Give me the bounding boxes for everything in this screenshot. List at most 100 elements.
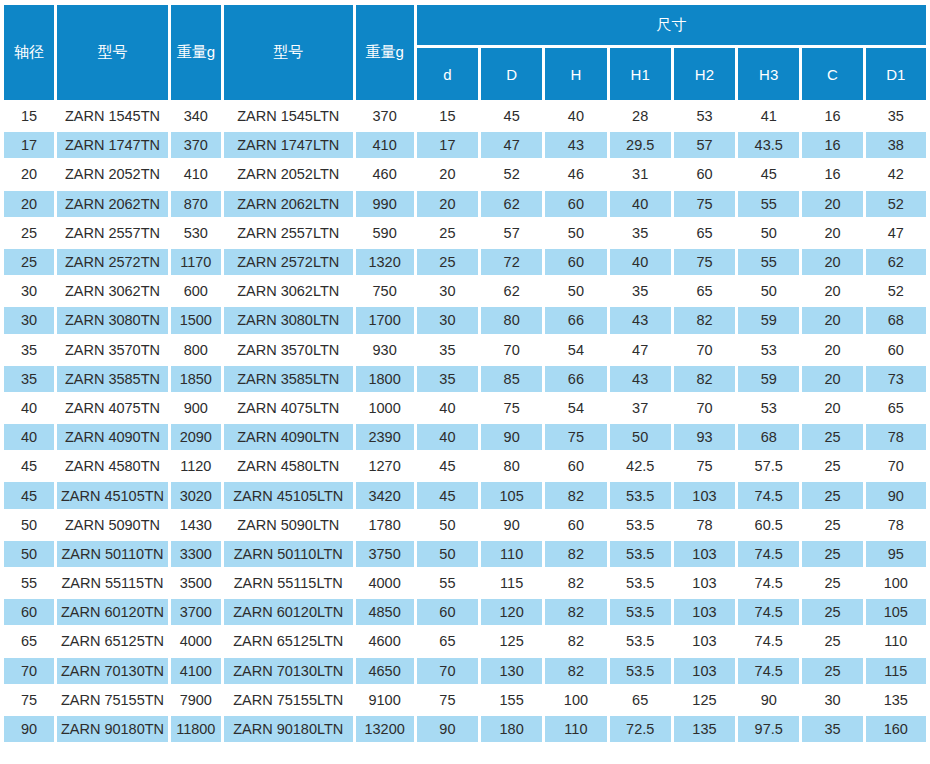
table-cell: 82: [545, 628, 606, 654]
table-cell: 55: [417, 570, 478, 596]
table-cell: 35: [610, 278, 671, 304]
table-body: 15ZARN 1545TN340ZARN 1545LTN370154540285…: [4, 103, 926, 742]
table-cell: 50: [417, 512, 478, 538]
table-cell: 16: [802, 103, 862, 129]
table-cell: ZARN 4580LTN: [224, 453, 353, 479]
table-cell: 1170: [171, 249, 221, 275]
table-cell: 25: [802, 570, 862, 596]
table-cell: 70: [674, 395, 735, 421]
header-model-ltn: 型号: [224, 5, 353, 100]
table-cell: 54: [545, 337, 606, 363]
table-cell: 40: [610, 191, 671, 217]
table-cell: 65: [674, 220, 735, 246]
table-cell: 43: [610, 307, 671, 333]
table-cell: 53: [738, 395, 799, 421]
table-cell: ZARN 2052TN: [57, 161, 167, 187]
table-cell: 11800: [171, 716, 221, 742]
table-cell: 41: [738, 103, 799, 129]
table-cell: 370: [171, 132, 221, 158]
table-cell: 68: [866, 307, 926, 333]
table-cell: 103: [674, 658, 735, 684]
table-cell: 20: [802, 249, 862, 275]
table-cell: 40: [4, 395, 54, 421]
table-cell: 25: [802, 599, 862, 625]
table-cell: 13200: [356, 716, 414, 742]
table-row: 35ZARN 3570TN800ZARN 3570LTN930357054477…: [4, 337, 926, 363]
table-cell: 900: [171, 395, 221, 421]
table-cell: ZARN 90180TN: [57, 716, 167, 742]
table-cell: 74.5: [738, 658, 799, 684]
table-cell: ZARN 60120TN: [57, 599, 167, 625]
table-cell: 74.5: [738, 541, 799, 567]
table-cell: 46: [545, 161, 606, 187]
table-cell: 60: [674, 161, 735, 187]
table-cell: 25: [802, 424, 862, 450]
table-cell: 25: [802, 541, 862, 567]
table-cell: 72.5: [610, 716, 671, 742]
table-cell: 90: [738, 687, 799, 713]
table-cell: 82: [545, 658, 606, 684]
table-cell: 2090: [171, 424, 221, 450]
table-cell: 20: [802, 278, 862, 304]
table-row: 30ZARN 3062TN600ZARN 3062LTN750306250356…: [4, 278, 926, 304]
table-cell: 65: [866, 395, 926, 421]
table-cell: 70: [481, 337, 542, 363]
table-cell: 95: [866, 541, 926, 567]
table-cell: 105: [481, 482, 542, 508]
table-cell: 53.5: [610, 512, 671, 538]
table-cell: 75: [481, 395, 542, 421]
table-cell: 78: [674, 512, 735, 538]
table-cell: 100: [866, 570, 926, 596]
table-cell: 31: [610, 161, 671, 187]
table-cell: 180: [481, 716, 542, 742]
table-cell: 16: [802, 132, 862, 158]
table-cell: 4650: [356, 658, 414, 684]
table-cell: ZARN 1545LTN: [224, 103, 353, 129]
table-cell: 43: [610, 366, 671, 392]
table-cell: ZARN 2062TN: [57, 191, 167, 217]
table-cell: 3500: [171, 570, 221, 596]
table-cell: 53.5: [610, 570, 671, 596]
table-cell: 155: [481, 687, 542, 713]
table-cell: 750: [356, 278, 414, 304]
table-cell: 82: [674, 366, 735, 392]
table-cell: 74.5: [738, 628, 799, 654]
table-cell: 82: [545, 570, 606, 596]
table-cell: ZARN 60120LTN: [224, 599, 353, 625]
table-cell: 53.5: [610, 658, 671, 684]
table-cell: 103: [674, 599, 735, 625]
table-cell: 60: [545, 249, 606, 275]
table-cell: 20: [417, 191, 478, 217]
table-cell: 60: [545, 453, 606, 479]
table-row: 40ZARN 4090TN2090ZARN 4090LTN23904090755…: [4, 424, 926, 450]
table-cell: 120: [481, 599, 542, 625]
table-cell: 135: [866, 687, 926, 713]
table-cell: 50: [545, 278, 606, 304]
table-cell: ZARN 4075TN: [57, 395, 167, 421]
table-cell: 7900: [171, 687, 221, 713]
table-cell: 30: [417, 307, 478, 333]
table-cell: 25: [4, 220, 54, 246]
table-cell: ZARN 3080TN: [57, 307, 167, 333]
table-cell: 74.5: [738, 599, 799, 625]
header-dim-H1: H1: [610, 48, 671, 100]
table-cell: 30: [4, 307, 54, 333]
header-row-top: 轴径 型号 重量g 型号 重量g 尺寸: [4, 5, 926, 45]
table-cell: 20: [802, 337, 862, 363]
table-cell: 42: [866, 161, 926, 187]
table-row: 60ZARN 60120TN3700ZARN 60120LTN485060120…: [4, 599, 926, 625]
table-cell: 57: [674, 132, 735, 158]
table-cell: ZARN 50110TN: [57, 541, 167, 567]
table-cell: 110: [545, 716, 606, 742]
table-row: 55ZARN 55115TN3500ZARN 55115LTN400055115…: [4, 570, 926, 596]
table-row: 30ZARN 3080TN1500ZARN 3080LTN17003080664…: [4, 307, 926, 333]
table-cell: ZARN 1545TN: [57, 103, 167, 129]
table-cell: 50: [545, 220, 606, 246]
table-cell: 75: [674, 191, 735, 217]
table-cell: 60: [866, 337, 926, 363]
table-cell: 30: [4, 278, 54, 304]
table-cell: 35: [417, 366, 478, 392]
table-cell: 57: [481, 220, 542, 246]
table-cell: 66: [545, 366, 606, 392]
table-cell: 25: [417, 220, 478, 246]
